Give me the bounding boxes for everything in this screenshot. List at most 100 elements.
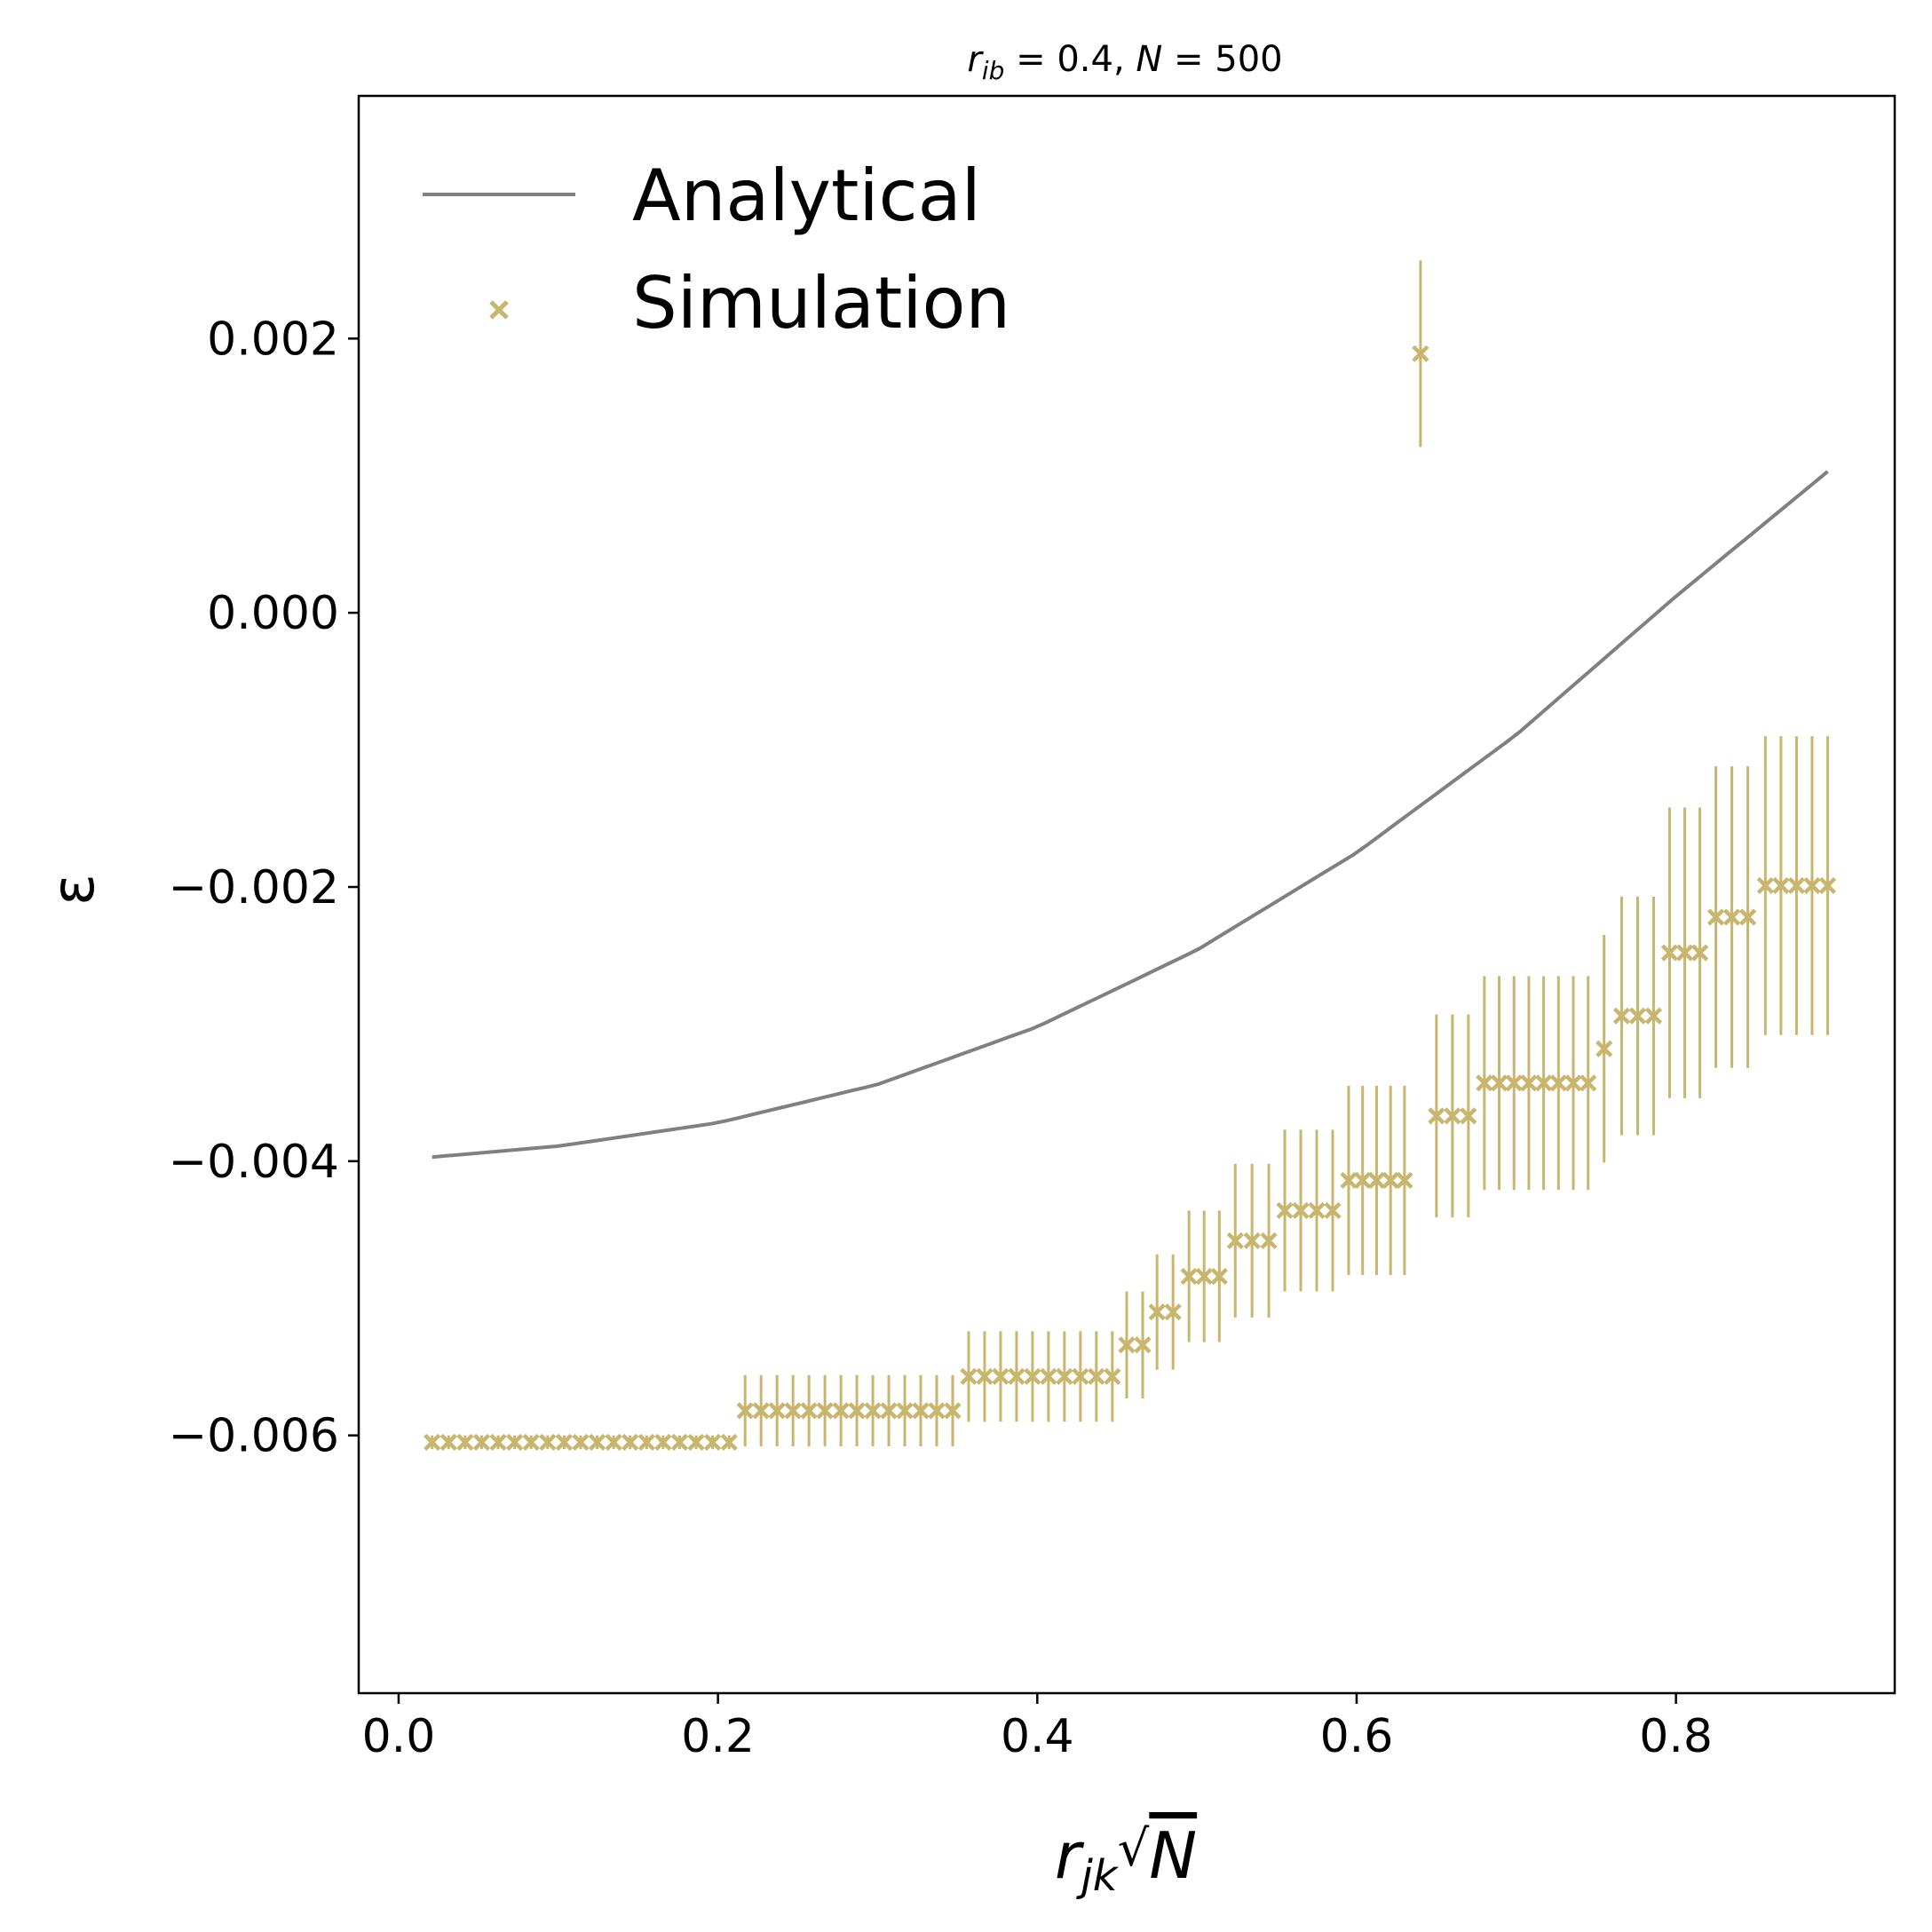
simulation-point bbox=[1460, 1107, 1477, 1125]
simulation-point bbox=[1612, 1007, 1631, 1025]
simulation-point bbox=[456, 1433, 474, 1452]
simulation-point bbox=[1505, 1074, 1523, 1092]
simulation-point bbox=[637, 1433, 655, 1452]
simulation-point bbox=[1210, 1267, 1228, 1286]
simulation-point bbox=[424, 1433, 441, 1452]
simulation-point bbox=[1040, 1367, 1057, 1385]
simulation-point bbox=[704, 1433, 722, 1452]
legend-analytical-label: Analytical bbox=[632, 154, 981, 237]
simulation-point bbox=[1803, 876, 1821, 895]
x-tick-label: 0.4 bbox=[1001, 1710, 1074, 1763]
y-tick-label: −0.006 bbox=[169, 1410, 339, 1463]
simulation-point bbox=[1580, 1074, 1597, 1092]
simulation-point bbox=[1772, 876, 1790, 895]
simulation-point bbox=[1382, 1171, 1399, 1190]
simulation-point bbox=[768, 1402, 786, 1420]
simulation-point bbox=[1180, 1267, 1198, 1286]
simulation-point bbox=[1595, 1040, 1613, 1057]
simulation-point bbox=[720, 1433, 738, 1452]
simulation-point bbox=[1308, 1201, 1326, 1220]
simulation-point bbox=[1226, 1231, 1244, 1250]
simulation-point bbox=[912, 1402, 930, 1420]
simulation-point bbox=[1292, 1201, 1310, 1220]
simulation-point bbox=[1644, 1007, 1663, 1025]
simulation-point bbox=[1324, 1201, 1342, 1220]
simulation-point bbox=[1024, 1367, 1041, 1385]
simulation-point bbox=[816, 1402, 834, 1420]
legend: Analytical Simulation bbox=[423, 154, 1010, 344]
simulation-point bbox=[622, 1433, 639, 1452]
x-tick-label: 0.6 bbox=[1320, 1710, 1394, 1763]
simulation-point bbox=[1164, 1303, 1182, 1321]
x-axis-label: rjk√N bbox=[1055, 1818, 1197, 1901]
x-tick-label: 0.2 bbox=[681, 1710, 755, 1763]
simulation-point bbox=[1691, 944, 1709, 962]
simulation-point bbox=[1428, 1107, 1445, 1125]
simulation-point bbox=[960, 1367, 978, 1385]
x-axis-ticks: 0.0 0.2 0.4 0.6 0.8 bbox=[362, 1693, 1713, 1763]
simulation-point bbox=[1787, 876, 1805, 895]
simulation-point bbox=[522, 1433, 540, 1452]
simulation-point bbox=[944, 1402, 962, 1420]
legend-simulation-marker bbox=[489, 300, 509, 320]
chart-title: rib = 0.4, N = 500 bbox=[967, 39, 1282, 85]
simulation-point bbox=[1818, 876, 1837, 895]
simulation-point bbox=[880, 1402, 898, 1420]
simulation-point bbox=[1260, 1231, 1278, 1250]
simulation-point bbox=[1195, 1267, 1213, 1286]
y-tick-label: −0.002 bbox=[169, 861, 339, 915]
simulation-point bbox=[605, 1433, 622, 1452]
simulation-point bbox=[1628, 1007, 1647, 1025]
y-tick-label: −0.004 bbox=[169, 1136, 339, 1189]
simulation-point bbox=[1706, 908, 1725, 926]
simulation-point bbox=[1549, 1074, 1567, 1092]
simulation-point bbox=[1396, 1171, 1413, 1190]
simulation-point bbox=[976, 1367, 994, 1385]
simulation-point bbox=[848, 1402, 866, 1420]
axes-frame bbox=[357, 94, 1896, 1695]
simulation-point bbox=[864, 1402, 882, 1420]
simulation-point bbox=[555, 1433, 573, 1452]
simulation-point bbox=[1008, 1367, 1025, 1385]
simulation-point bbox=[1412, 344, 1429, 362]
simulation-point bbox=[1722, 908, 1741, 926]
simulation-point bbox=[654, 1433, 672, 1452]
simulation-point bbox=[1243, 1231, 1261, 1250]
x-tick-label: 0.0 bbox=[362, 1710, 436, 1763]
simulation-point bbox=[670, 1433, 689, 1452]
y-axis-label: ε bbox=[39, 874, 107, 906]
simulation-point bbox=[1134, 1336, 1152, 1354]
simulation-point bbox=[752, 1402, 770, 1420]
simulation-point bbox=[1738, 908, 1757, 926]
simulation-point bbox=[1476, 1074, 1493, 1092]
simulation-point bbox=[1444, 1107, 1461, 1125]
plot-area bbox=[424, 260, 1837, 1452]
simulation-point bbox=[1660, 944, 1679, 962]
simulation-point bbox=[439, 1433, 457, 1452]
simulation-point bbox=[506, 1433, 524, 1452]
simulation-point bbox=[588, 1433, 606, 1452]
simulation-point bbox=[992, 1367, 1010, 1385]
y-axis-ticks: −0.006 −0.004 −0.002 0.000 0.002 bbox=[169, 313, 359, 1463]
simulation-point bbox=[1564, 1074, 1582, 1092]
simulation-point bbox=[489, 1433, 507, 1452]
simulation-point bbox=[572, 1433, 590, 1452]
simulation-point bbox=[1756, 876, 1774, 895]
simulation-point bbox=[1148, 1303, 1166, 1321]
simulation-point bbox=[896, 1402, 914, 1420]
analytical-line bbox=[432, 470, 1829, 1160]
simulation-point bbox=[1104, 1367, 1121, 1385]
simulation-point bbox=[1056, 1367, 1073, 1385]
y-tick-label: 0.000 bbox=[207, 587, 339, 640]
simulation-point bbox=[784, 1402, 802, 1420]
y-tick-label: 0.002 bbox=[207, 313, 339, 366]
simulation-point bbox=[1354, 1171, 1372, 1190]
simulation-point bbox=[1535, 1074, 1553, 1092]
x-tick-label: 0.8 bbox=[1639, 1710, 1713, 1763]
simulation-point bbox=[1490, 1074, 1508, 1092]
simulation-point bbox=[800, 1402, 818, 1420]
simulation-point bbox=[1072, 1367, 1089, 1385]
simulation-point bbox=[1276, 1201, 1294, 1220]
simulation-point bbox=[539, 1433, 557, 1452]
